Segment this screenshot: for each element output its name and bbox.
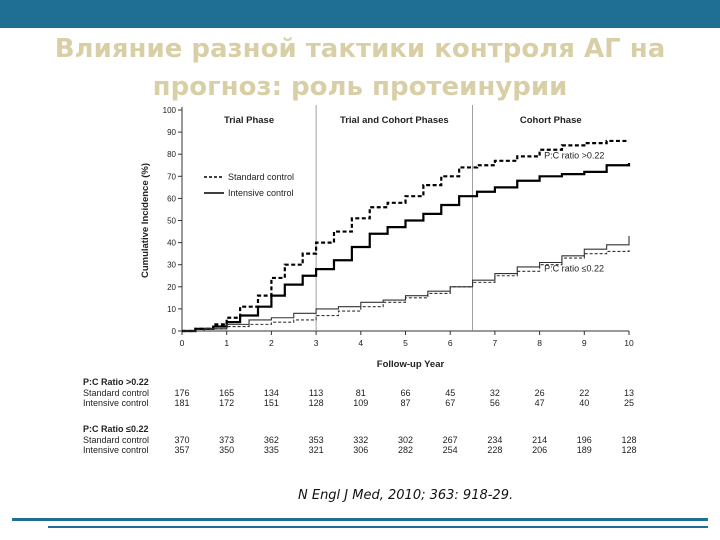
x-tick-label: 1 (224, 338, 229, 348)
legend-label: Standard control (228, 172, 294, 182)
series-line-1 (182, 139, 629, 333)
risk-table-cell: 181 (174, 398, 189, 408)
risk-table-cell: 109 (353, 398, 368, 408)
x-tick-label: 0 (180, 338, 185, 348)
risk-table-group-heading: P:C Ratio ≤0.22 (83, 424, 148, 434)
risk-table-cell: 128 (309, 398, 324, 408)
phase-label: Trial and Cohort Phases (340, 115, 449, 126)
chart-axes: 0 10 20 30 40 50 60 70 80 90 100 0 1 2 3 4 5 6 7 8 9 10 Follow… (140, 106, 634, 370)
risk-table-cell: 113 (309, 388, 323, 398)
risk-table-cell: 165 (219, 388, 234, 398)
risk-table-cell: 332 (353, 435, 368, 445)
slide-title-line-1: Влияние разной тактики контроля АГ на (54, 34, 666, 64)
citation: N Engl J Med, 2010; 363: 918-29. (298, 488, 514, 503)
risk-table-cell: 357 (174, 445, 189, 455)
y-tick-label: 20 (167, 283, 176, 292)
risk-table-cell: 362 (264, 435, 279, 445)
risk-table-cell: 282 (398, 445, 413, 455)
risk-table-cell: 214 (532, 435, 547, 445)
risk-table-cell: 22 (579, 388, 589, 398)
risk-table-cell: 25 (624, 398, 634, 408)
risk-table-group-heading: P:C Ratio >0.22 (83, 377, 149, 387)
risk-table-cell: 26 (535, 388, 545, 398)
risk-table-cell: 32 (490, 388, 500, 398)
risk-table-cell: 370 (174, 435, 189, 445)
risk-table-cell: 353 (309, 435, 324, 445)
risk-table-cell: 267 (443, 435, 458, 445)
x-tick-label: 3 (314, 338, 319, 348)
risk-table-cell: 206 (532, 445, 547, 455)
risk-table-row-label: Intensive control (83, 445, 149, 455)
y-axis-title: Cumulative Incidence (%) (140, 163, 151, 278)
series-line-4 (182, 235, 630, 332)
risk-table-cell: 13 (624, 388, 634, 398)
y-tick-label: 80 (167, 150, 176, 159)
y-tick-label: 70 (167, 172, 176, 181)
top-accent-bar (0, 0, 720, 28)
slide-title-line-2: прогноз: роль протеинурии (152, 72, 568, 102)
risk-table-cell: 306 (353, 445, 368, 455)
y-tick-label: 10 (167, 305, 176, 314)
phase-label: Trial Phase (224, 115, 274, 126)
slide-title: Влияние разной тактики контроля АГ на пр… (20, 30, 700, 106)
risk-table-cell: 56 (490, 398, 500, 408)
x-tick-label: 5 (403, 338, 408, 348)
x-tick-label: 2 (269, 338, 274, 348)
risk-table-cell: 254 (443, 445, 458, 455)
risk-table-cell: 47 (535, 398, 545, 408)
risk-table-row-label: Standard control (83, 435, 149, 445)
x-tick-label: 10 (624, 338, 634, 348)
risk-table-cell: 350 (219, 445, 234, 455)
risk-table-cell: 172 (219, 398, 234, 408)
bottom-accent-line (12, 518, 708, 521)
series-line-2 (182, 163, 631, 333)
legend-label: Intensive control (228, 188, 294, 198)
x-tick-label: 7 (493, 338, 498, 348)
y-tick-label: 60 (167, 194, 176, 203)
y-tick-label: 90 (167, 128, 176, 137)
x-tick-label: 9 (582, 338, 587, 348)
y-tick-label: 100 (163, 106, 177, 115)
y-tick-label: 30 (167, 261, 176, 270)
chart-legend: Standard control Intensive control (204, 172, 294, 198)
group-annotation: P:C ratio >0.22 (544, 151, 604, 161)
phase-dividers: Trial Phase Trial and Cohort Phases Cohort… (224, 105, 604, 331)
risk-table-cell: 134 (264, 388, 279, 398)
series-lines (182, 139, 631, 333)
risk-table-row-label: Standard control (83, 388, 149, 398)
y-tick-label: 40 (167, 239, 176, 248)
risk-table-cell: 45 (445, 388, 455, 398)
risk-table-cell: 234 (487, 435, 502, 445)
risk-table-cell: 196 (577, 435, 592, 445)
bottom-accent-line-secondary (48, 526, 708, 528)
risk-table-cell: 228 (487, 445, 502, 455)
risk-table-cell: 335 (264, 445, 279, 455)
y-tick-label: 50 (167, 217, 176, 226)
risk-table-cell: 67 (445, 398, 455, 408)
risk-table-cell: 176 (174, 388, 189, 398)
x-tick-label: 8 (537, 338, 542, 348)
phase-label: Cohort Phase (520, 115, 582, 126)
group-annotation: P:C ratio ≤0.22 (544, 263, 604, 273)
risk-table-row-label: Intensive control (83, 398, 149, 408)
x-axis-title: Follow-up Year (377, 359, 445, 370)
risk-table-cell: 128 (621, 435, 636, 445)
risk-table-cell: 87 (400, 398, 410, 408)
risk-table-cell: 151 (264, 398, 279, 408)
y-tick-label: 0 (172, 327, 177, 336)
risk-table-cell: 40 (579, 398, 589, 408)
risk-table-cell: 81 (356, 388, 366, 398)
risk-table-cell: 189 (577, 445, 592, 455)
risk-table-cell: 302 (398, 435, 413, 445)
risk-table-cell: 128 (621, 445, 636, 455)
risk-table-cell: 66 (400, 388, 410, 398)
risk-table-cell: 373 (219, 435, 234, 445)
x-tick-label: 6 (448, 338, 453, 348)
x-tick-label: 4 (358, 338, 363, 348)
risk-table-cell: 321 (309, 445, 324, 455)
